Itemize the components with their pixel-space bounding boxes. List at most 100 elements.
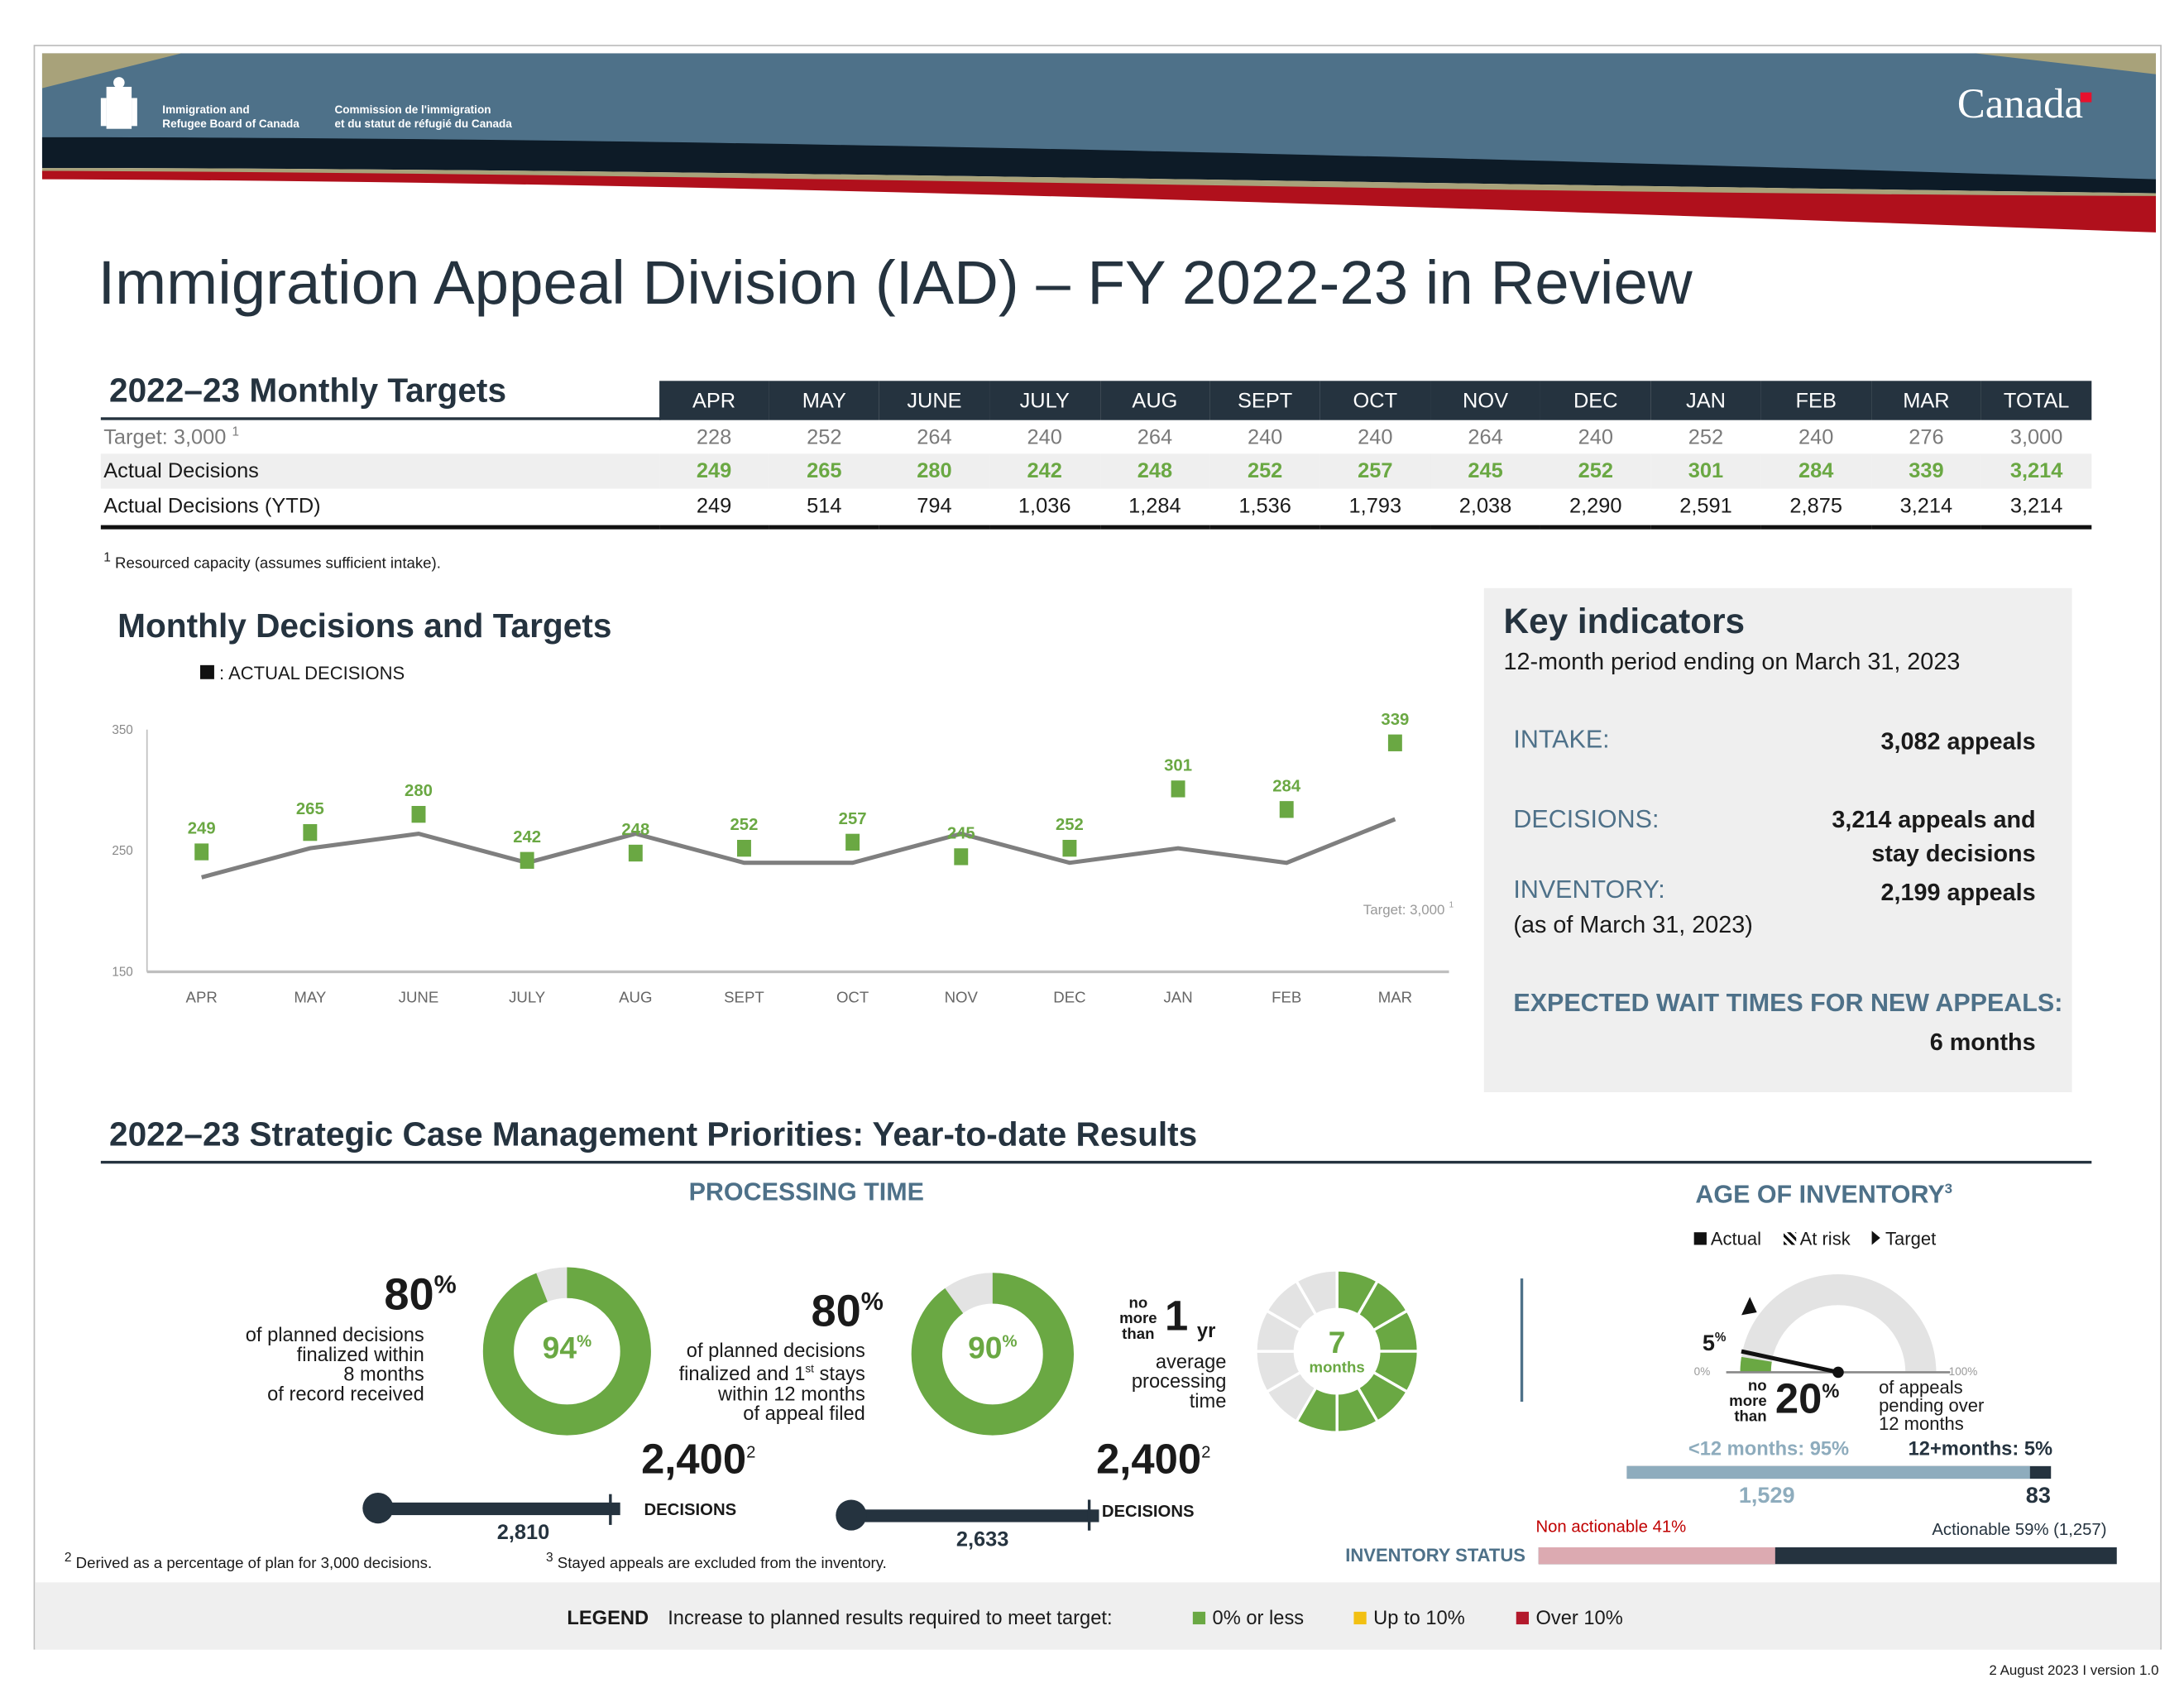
kpi3-description: average processing time xyxy=(1106,1351,1227,1410)
gauge-actual-value: 5 xyxy=(1702,1331,1715,1356)
actionable-label: Actionable 59% (1,257) xyxy=(1932,1519,2107,1539)
org-name-fr-2: et du statut de réfugié du Canada xyxy=(334,117,512,131)
age-of-inventory-title: AGE OF INVENTORY3 xyxy=(1695,1181,1952,1211)
kpi2-desc-part: finalized and 1 xyxy=(678,1362,806,1385)
kpi1-planned: 2,4002 xyxy=(641,1436,755,1484)
kpi3-actual-value: 7 xyxy=(1328,1324,1346,1360)
table-cell: 240 xyxy=(1027,424,1062,449)
table-cell: 2,290 xyxy=(1540,488,1651,529)
actual-data-label: 242 xyxy=(513,828,541,846)
footnote-text: Stayed appeals are excluded from the inv… xyxy=(557,1555,887,1572)
kpi2-desc-line: of appeal filed xyxy=(743,1401,865,1424)
org-name-en-1: Immigration and xyxy=(162,103,250,117)
row-label-text: Actual Decisions (YTD) xyxy=(103,494,321,519)
age-desc-line: pending over xyxy=(1879,1394,1985,1416)
x-tick-label: JAN xyxy=(1163,989,1192,1006)
age-split-bar xyxy=(1626,1465,2052,1479)
table-cell: 249 xyxy=(659,488,769,529)
donut-fill xyxy=(482,1267,651,1436)
age-prefix-line: than xyxy=(1734,1408,1767,1426)
chart-legend: : ACTUAL DECISIONS xyxy=(199,662,405,683)
actual-data-label: 301 xyxy=(1164,756,1192,774)
decisions-value: 3,214 appeals and stay decisions xyxy=(1832,803,2035,870)
title-underline xyxy=(100,417,661,420)
kpi2-count: 2,633 xyxy=(956,1527,1009,1552)
table-cell: 3,214 xyxy=(1981,488,2092,529)
legend-item-label: Over 10% xyxy=(1535,1606,1623,1629)
kpi3-desc-line: processing xyxy=(1131,1369,1227,1393)
actual-data-label: 339 xyxy=(1381,711,1409,729)
kpi1-desc-line: finalized within xyxy=(296,1342,424,1365)
table-cell: 2,038 xyxy=(1430,488,1541,529)
actual-marker xyxy=(1387,734,1402,751)
table-cell: 284 xyxy=(1760,453,1871,489)
gauge-track xyxy=(1740,1273,1937,1373)
table-cell: 2,591 xyxy=(1650,488,1761,529)
org-name-fr-1: Commission de l'immigration xyxy=(334,103,491,117)
table-header-row: APR MAY JUNE JULY AUG SEPT OCT NOV DEC J… xyxy=(101,381,2092,420)
age-prefix-line: more xyxy=(1729,1393,1767,1411)
table-cell: 3,214 xyxy=(1870,488,1982,529)
table-cell: 1,793 xyxy=(1320,488,1430,529)
priorities-title: 2022–23 Strategic Case Management Priori… xyxy=(108,1115,1198,1154)
col-header: APR xyxy=(659,381,769,420)
gauge-target-marker xyxy=(1741,1297,1757,1316)
decisions-label: DECISIONS: xyxy=(1513,805,1660,833)
kpi2-desc-sup: st xyxy=(805,1362,814,1375)
kpi1-desc-line: of planned decisions xyxy=(245,1323,424,1346)
decisions-chart: 350 250 150 249 265 280 242 248 252 257 245 252 301 2… xyxy=(112,711,1454,1006)
col-header: NOV xyxy=(1430,381,1541,420)
x-tick-label: OCT xyxy=(836,989,869,1006)
kpi3-desc-line: average xyxy=(1155,1350,1227,1373)
kpi1-actual-value: 94 xyxy=(542,1330,577,1365)
kpi1-count: 2,810 xyxy=(496,1520,550,1545)
col-header: SEPT xyxy=(1209,381,1320,420)
intake-label: INTAKE: xyxy=(1513,725,1610,754)
inventory-note: (as of March 31, 2023) xyxy=(1513,911,1753,938)
kpi3-desc-line: time xyxy=(1189,1388,1227,1412)
kpi1-planned-value: 2,400 xyxy=(641,1436,747,1484)
actual-square-icon xyxy=(1693,1232,1707,1245)
kpi1-target: 80% xyxy=(280,1268,456,1321)
kpi3-prefix-line: than xyxy=(1122,1326,1155,1343)
col-header: JUNE xyxy=(879,381,990,420)
actual-data-label: 265 xyxy=(296,800,324,818)
actual-data-label: 280 xyxy=(405,782,433,800)
kpi1-decisions-label: DECISIONS xyxy=(644,1499,737,1520)
gauge-min-label: 0% xyxy=(1693,1364,1711,1379)
coat-of-arms-logo xyxy=(98,73,140,134)
actual-marker xyxy=(954,848,969,866)
table-cell: 252 xyxy=(807,424,842,449)
footnote-marker: 3 xyxy=(545,1550,553,1565)
decisions-value-line2: stay decisions xyxy=(1871,840,2036,867)
row-label-text: Actual Decisions xyxy=(103,459,259,483)
target-series-label: Target: 3,000 xyxy=(1363,902,1445,918)
wait-times-value: 6 months xyxy=(1929,1029,2036,1056)
kpi3-target-unit: yr xyxy=(1196,1319,1216,1342)
y-tick-label: 250 xyxy=(112,844,132,858)
kpi1-actual-unit: % xyxy=(577,1331,592,1351)
col-header: DEC xyxy=(1540,381,1651,420)
kpi1-actual: 94% xyxy=(481,1331,652,1367)
donut-fill xyxy=(911,1273,1074,1436)
actual-marker xyxy=(1062,839,1077,857)
table-cell: 240 xyxy=(1578,424,1613,449)
table-cell: 3,214 xyxy=(1981,453,2092,489)
actual-data-label: 257 xyxy=(839,810,867,828)
kpi2-desc-line: of planned decisions xyxy=(686,1338,865,1361)
gauge-actual-fill xyxy=(1740,1356,1772,1373)
legend-item-yellow: Up to 10% xyxy=(1353,1606,1465,1628)
actual-marker xyxy=(1279,801,1294,818)
target-triangle-icon xyxy=(1872,1230,1881,1245)
processing-time-title: PROCESSING TIME xyxy=(688,1177,924,1206)
kpi2-actual: 90% xyxy=(910,1331,1075,1367)
table-cell: 242 xyxy=(989,453,1100,489)
key-indicators-subtitle: 12-month period ending on March 31, 2023 xyxy=(1503,648,1961,675)
table-cell: 339 xyxy=(1870,453,1982,489)
x-tick-label: DEC xyxy=(1053,989,1085,1006)
inventory-status-label: INVENTORY STATUS xyxy=(1345,1544,1525,1566)
table-cell: 2,875 xyxy=(1760,488,1871,529)
col-header: TOTAL xyxy=(1981,381,2092,420)
x-tick-label: FEB xyxy=(1272,989,1301,1006)
inventory-status-bar xyxy=(1538,1547,2117,1565)
